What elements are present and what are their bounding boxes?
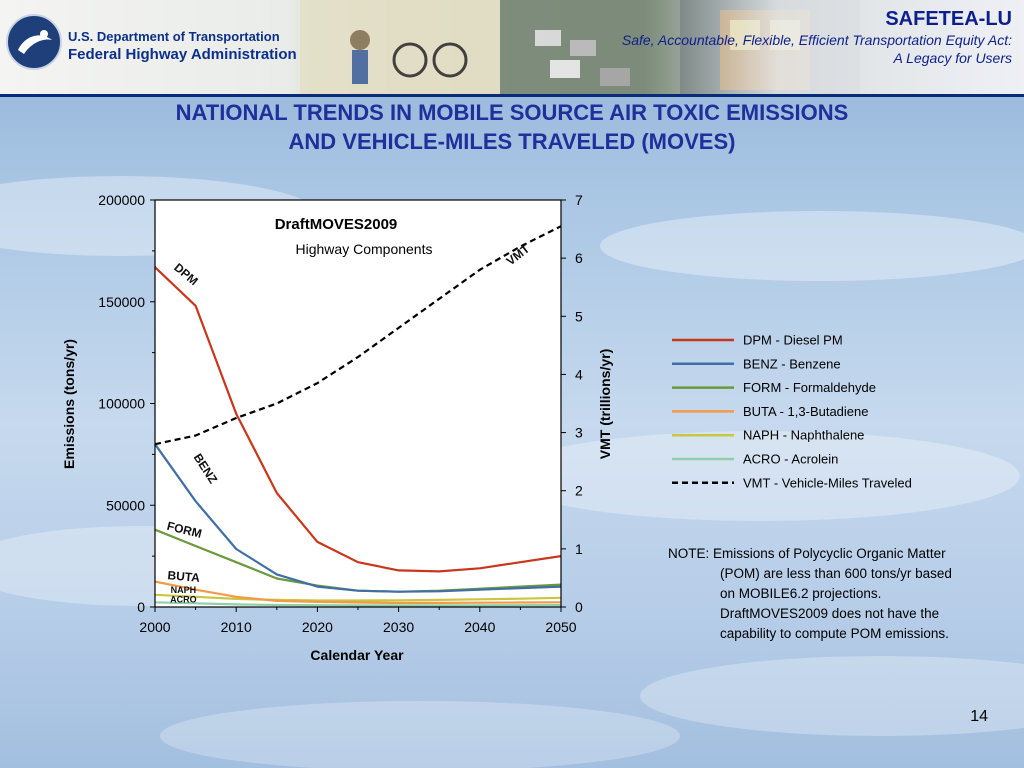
y2-tick-label: 1 [575, 541, 583, 557]
slide-title-line-2: AND VEHICLE-MILES TRAVELED (MOVES) [288, 129, 736, 154]
header-right-panel [644, 0, 1024, 96]
y-tick-label: 50000 [106, 497, 145, 513]
series-label-acro: ACRO [170, 595, 197, 605]
series-line-buta [155, 580, 561, 604]
slide-title-line-1: NATIONAL TRENDS IN MOBILE SOURCE AIR TOX… [175, 100, 849, 125]
note-line-4: DraftMOVES2009 does not have the [720, 606, 940, 621]
brand-title: SAFETEA-LU [885, 8, 1012, 30]
legend-label-dpm: DPM - Diesel PM [743, 333, 843, 348]
brand-block: SAFETEA-LU Safe, Accountable, Flexible, … [622, 8, 1012, 67]
y-tick-label: 200000 [98, 192, 145, 208]
x-axis-label: Calendar Year [310, 647, 404, 663]
series-label-buta: BUTA [167, 568, 201, 585]
slide-title: NATIONAL TRENDS IN MOBILE SOURCE AIR TOX… [0, 98, 1024, 156]
series-line-benz [155, 441, 561, 593]
y2-tick-label: 7 [575, 192, 583, 208]
series-line-dpm [155, 264, 561, 573]
dot-logo [6, 14, 62, 70]
y-axis-label: Emissions (tons/yr) [61, 339, 77, 469]
brand-subtitle-2: A Legacy for Users [893, 50, 1012, 66]
note-line-3: on MOBILE6.2 projections. [720, 586, 882, 601]
y2-tick-label: 4 [575, 366, 583, 382]
chart-title: DraftMOVES2009 [275, 216, 398, 233]
y-tick-label: 150000 [98, 294, 145, 310]
note-line-2: (POM) are less than 600 tons/yr based [720, 566, 952, 581]
page-number: 14 [970, 708, 988, 725]
brand-subtitle-1: Safe, Accountable, Flexible, Efficient T… [621, 32, 1012, 48]
agency-line-1: U.S. Department of Transportation [68, 29, 280, 44]
x-tick-label: 2010 [221, 619, 252, 635]
note-line-1: NOTE: Emissions of Polycyclic Organic Ma… [668, 546, 946, 561]
agency-line-2: Federal Highway Administration [68, 46, 297, 63]
y2-tick-label: 0 [575, 599, 583, 615]
y-tick-label: 100000 [98, 396, 145, 412]
x-tick-label: 2030 [383, 619, 414, 635]
series-label-naph: NAPH [171, 585, 197, 595]
y2-tick-label: 3 [575, 425, 583, 441]
x-tick-label: 2000 [139, 619, 170, 635]
legend-label-buta: BUTA - 1,3-Butadiene [743, 404, 869, 419]
y-tick-label: 0 [137, 599, 145, 615]
legend-label-form: FORM - Formaldehyde [743, 380, 876, 395]
y2-tick-label: 2 [575, 483, 583, 499]
x-tick-label: 2040 [464, 619, 495, 635]
emissions-chart: 0 50000 100000 150000 200000 0 1 2 3 4 5 6 7 2000 2010… [61, 192, 912, 663]
note-line-5: capability to compute POM emissions. [720, 626, 949, 641]
series-line-acro [155, 601, 561, 607]
y2-tick-label: 5 [575, 308, 583, 324]
legend-label-benz: BENZ - Benzene [743, 356, 841, 371]
plot-area [155, 200, 561, 607]
series-line-vmt [155, 225, 561, 446]
pom-note: NOTE: Emissions of Polycyclic Organic Ma… [668, 544, 998, 644]
header-rule [0, 94, 1024, 97]
y2-axis-label: VMT (trillions/yr) [597, 349, 613, 459]
agency-name: U.S. Department of Transportation Federa… [68, 28, 297, 64]
x-tick-label: 2050 [545, 619, 576, 635]
series-line-naph [155, 593, 561, 602]
legend-label-vmt: VMT - Vehicle-Miles Traveled [743, 475, 912, 490]
slide-header: U.S. Department of Transportation Federa… [0, 0, 1024, 97]
chart-subtitle: Highway Components [296, 241, 433, 257]
y2-tick-label: 6 [575, 250, 583, 266]
x-tick-label: 2020 [302, 619, 333, 635]
legend-label-naph: NAPH - Naphthalene [743, 428, 864, 443]
legend-label-acro: ACRO - Acrolein [743, 452, 838, 467]
chart-legend: DPM - Diesel PM BENZ - Benzene FORM - Form… [672, 333, 912, 490]
